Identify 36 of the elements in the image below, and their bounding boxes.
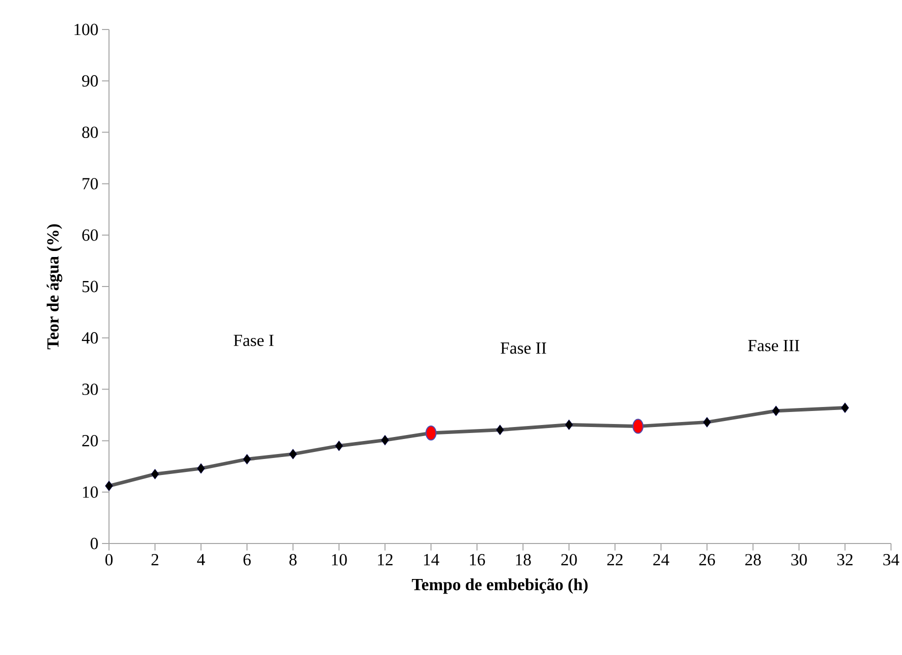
x-tick-label: 2 (152, 554, 158, 566)
y-tick-label: 40 (82, 332, 98, 344)
y-tick-label: 30 (82, 384, 98, 396)
x-tick-label: 12 (378, 554, 393, 566)
x-tick-label: 26 (699, 554, 715, 566)
x-tick-label: 30 (791, 554, 807, 566)
y-tick-label: 80 (82, 126, 98, 138)
x-tick-label: 32 (837, 554, 853, 566)
y-tick-label: 100 (74, 24, 98, 36)
y-tick-label: 10 (83, 486, 98, 498)
annotation: Fase III (748, 340, 800, 352)
annotation: Fase II (500, 342, 546, 354)
x-tick-label: 20 (561, 554, 577, 566)
x-tick-label: 18 (516, 554, 531, 566)
y-tick-label: 20 (82, 434, 98, 446)
y-tick-label: 0 (90, 538, 98, 550)
x-tick-label: 8 (289, 554, 297, 566)
x-axis-title: Tempo de embebição (h) (412, 578, 588, 594)
point (425, 425, 437, 440)
x-tick-label: 16 (470, 554, 485, 566)
y-tick-label: 70 (82, 178, 98, 190)
x-tick-label: 4 (197, 554, 205, 566)
x-tick-label: 24 (653, 554, 670, 566)
x-tick-label: 28 (745, 554, 761, 566)
y-tick-label: 50 (82, 280, 98, 292)
y-tick-label: 60 (82, 229, 98, 241)
x-tick-label: 22 (607, 554, 623, 566)
annotation: Fase I (234, 334, 274, 346)
x-tick-label: 14 (424, 554, 440, 566)
x-tick-label: 0 (105, 554, 113, 566)
x-tick-label: 34 (883, 554, 900, 566)
point (632, 418, 644, 434)
y-axis-title: Teor de água (%) (46, 224, 62, 350)
y-tick-label: 90 (82, 75, 98, 87)
x-tick-label: 6 (244, 554, 251, 566)
x-tick-label: 10 (332, 554, 347, 566)
